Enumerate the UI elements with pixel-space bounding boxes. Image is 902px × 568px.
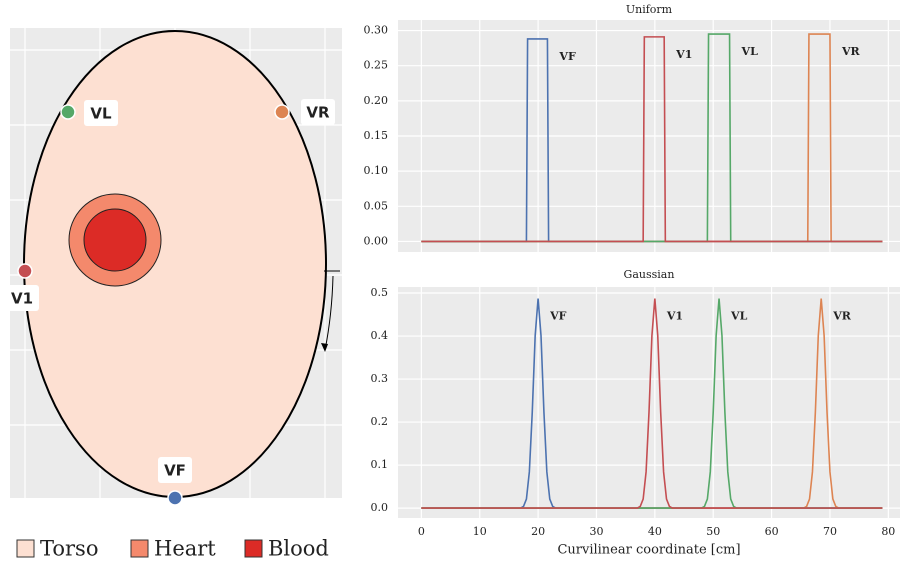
y-tick-label: 0.15 <box>364 129 389 142</box>
line <box>421 298 883 509</box>
y-tick-label: 0.00 <box>364 234 389 247</box>
y-tick-label: 0.5 <box>371 286 389 299</box>
torso <box>23 30 327 498</box>
peak-annotation: VF <box>558 50 576 63</box>
blood <box>83 208 147 272</box>
line <box>421 36 883 243</box>
legend-label: Heart <box>154 537 216 561</box>
y-tick-label: 0.25 <box>364 59 389 72</box>
label-box <box>84 100 118 126</box>
peak-annotation: VL <box>741 45 759 58</box>
peak-annotation: VF <box>549 310 567 323</box>
line <box>421 298 883 509</box>
x-tick-label: 10 <box>473 525 487 538</box>
y-tick-label: 0.20 <box>364 94 389 107</box>
legend-swatch <box>16 539 35 558</box>
peak-annotation: VL <box>730 310 748 323</box>
peak-annotation: VR <box>841 45 861 58</box>
electrode-label: VR <box>306 104 330 122</box>
peak-annotation: V1 <box>666 310 683 323</box>
peak-annotation: VR <box>832 310 852 323</box>
x-tick-label: 80 <box>881 525 895 538</box>
electrode <box>167 490 183 506</box>
y-tick-label: 0.3 <box>371 372 389 385</box>
label-box <box>5 285 39 311</box>
electrode <box>274 104 290 120</box>
y-tick-label: 0.10 <box>364 164 389 177</box>
x-tick-label: 50 <box>706 525 720 538</box>
x-axis-label: Curvilinear coordinate [cm] <box>557 543 740 558</box>
electrodes: VL VR V1 VF <box>5 99 335 506</box>
legend-label: Torso <box>40 537 98 561</box>
electrode-label: VF <box>164 462 186 480</box>
x-tick-label: 40 <box>648 525 662 538</box>
x-tick-label: 0 <box>418 525 425 538</box>
peak-annotation: V1 <box>675 48 692 61</box>
electrode-label: V1 <box>11 290 33 308</box>
legend-label: Blood <box>268 537 329 561</box>
line <box>421 298 883 509</box>
legend-swatch <box>244 539 263 558</box>
y-tick-label: 0.2 <box>371 415 389 428</box>
legend-swatch <box>130 539 149 558</box>
electrode-label: VL <box>90 105 112 123</box>
y-tick-label: 0.0 <box>371 501 389 514</box>
y-tick-label: 0.4 <box>371 329 389 342</box>
electrode <box>60 104 76 120</box>
torso-panel <box>10 28 342 498</box>
x-tick-label: 60 <box>765 525 779 538</box>
chart-title: Uniform <box>626 3 673 16</box>
line <box>421 298 883 509</box>
x-tick-label: 70 <box>823 525 837 538</box>
label-box <box>158 457 192 483</box>
y-tick-label: 0.30 <box>364 24 389 37</box>
arrow-head <box>321 343 328 352</box>
chart-title: Gaussian <box>624 268 675 281</box>
electrode <box>17 263 33 279</box>
label-box <box>301 99 335 125</box>
direction-arrow <box>324 275 334 351</box>
x-tick-label: 20 <box>531 525 545 538</box>
y-tick-label: 0.1 <box>371 458 389 471</box>
y-tick-label: 0.05 <box>364 199 389 212</box>
legend: Torso Heart Blood <box>16 537 329 561</box>
x-tick-label: 30 <box>589 525 603 538</box>
